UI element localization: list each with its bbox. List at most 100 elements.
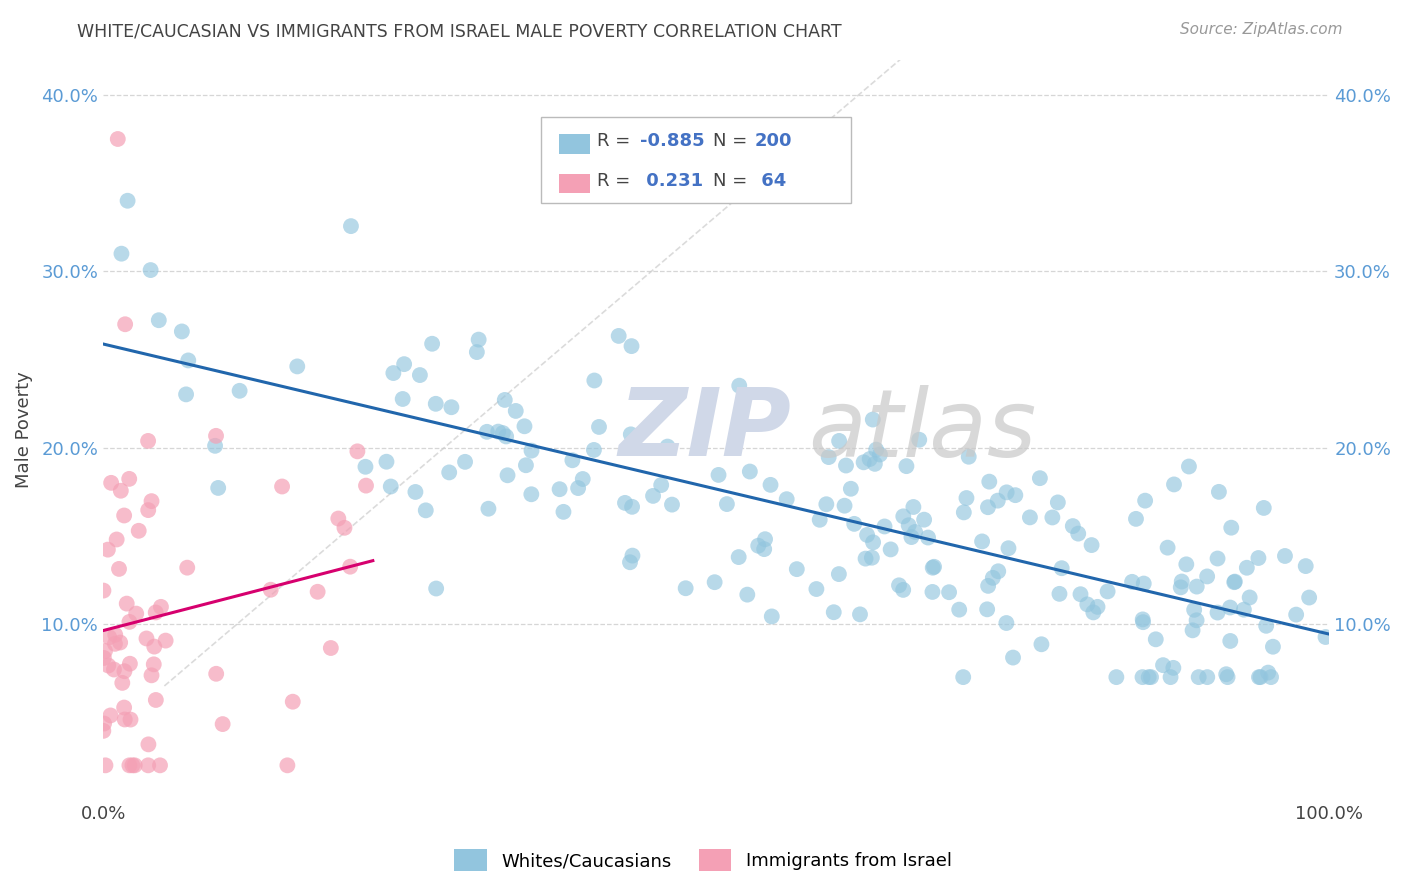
Point [124,758,146,772]
Point [477,501,499,516]
Point [1233,602,1256,616]
Point [205,429,228,443]
Point [828,434,851,448]
Point [912,513,935,527]
Point [1087,599,1109,614]
Point [143,640,166,654]
Point [1137,670,1160,684]
Point [995,485,1018,500]
Point [817,450,839,464]
Point [922,559,945,574]
Point [98,630,121,644]
Point [271,479,294,493]
Point [607,329,630,343]
Point [108,562,131,576]
Point [1182,603,1205,617]
Point [339,559,361,574]
Point [976,602,998,616]
Point [415,503,437,517]
Point [1160,670,1182,684]
Point [1067,526,1090,541]
Point [1019,510,1042,524]
Point [100,708,122,723]
Point [561,453,583,467]
Text: ZIP: ZIP [619,384,792,476]
Point [380,479,402,493]
Point [863,457,886,471]
Point [494,392,516,407]
Point [571,472,593,486]
Point [513,419,536,434]
Point [1223,574,1246,589]
Point [979,475,1001,489]
Point [727,550,749,565]
Point [520,487,543,501]
Point [761,609,783,624]
Point [588,420,610,434]
Point [404,485,426,500]
Point [921,560,943,574]
Point [844,516,866,531]
Point [454,455,477,469]
Point [1247,551,1270,566]
Point [856,528,879,542]
Point [307,584,329,599]
Point [1140,670,1163,684]
Point [614,496,637,510]
Point [1105,670,1128,684]
Point [145,606,167,620]
Point [409,368,432,382]
Point [1274,549,1296,563]
Y-axis label: Male Poverty: Male Poverty [15,372,32,489]
Point [136,758,159,772]
Point [1236,560,1258,574]
Point [94,758,117,772]
Point [1069,587,1091,601]
Point [420,336,443,351]
Point [136,434,159,448]
Point [553,505,575,519]
Point [839,482,862,496]
Point [495,429,517,443]
Point [1132,670,1154,684]
Point [747,539,769,553]
Point [346,444,368,458]
Point [520,443,543,458]
Point [121,758,143,772]
Point [737,588,759,602]
Point [650,478,672,492]
Point [108,635,131,649]
Point [583,374,606,388]
Point [1257,665,1279,680]
Point [1188,670,1211,684]
Point [1132,576,1154,591]
Point [1219,600,1241,615]
Point [896,459,918,474]
Point [97,658,120,673]
Point [621,549,644,563]
Point [862,535,884,549]
Point [1121,574,1143,589]
Point [904,524,927,539]
Point [177,353,200,368]
Point [1049,587,1071,601]
Point [1002,650,1025,665]
Point [114,713,136,727]
Text: 200: 200 [755,132,793,150]
Point [207,481,229,495]
Point [1239,591,1261,605]
Point [260,582,283,597]
Point [661,498,683,512]
Point [1197,569,1219,583]
Point [354,459,377,474]
Point [1185,580,1208,594]
Point [1285,607,1308,622]
Point [142,657,165,672]
Point [112,700,135,714]
Point [1132,612,1154,626]
Point [93,716,115,731]
Point [873,519,896,533]
Point [716,497,738,511]
Point [1170,580,1192,594]
Point [987,564,1010,578]
